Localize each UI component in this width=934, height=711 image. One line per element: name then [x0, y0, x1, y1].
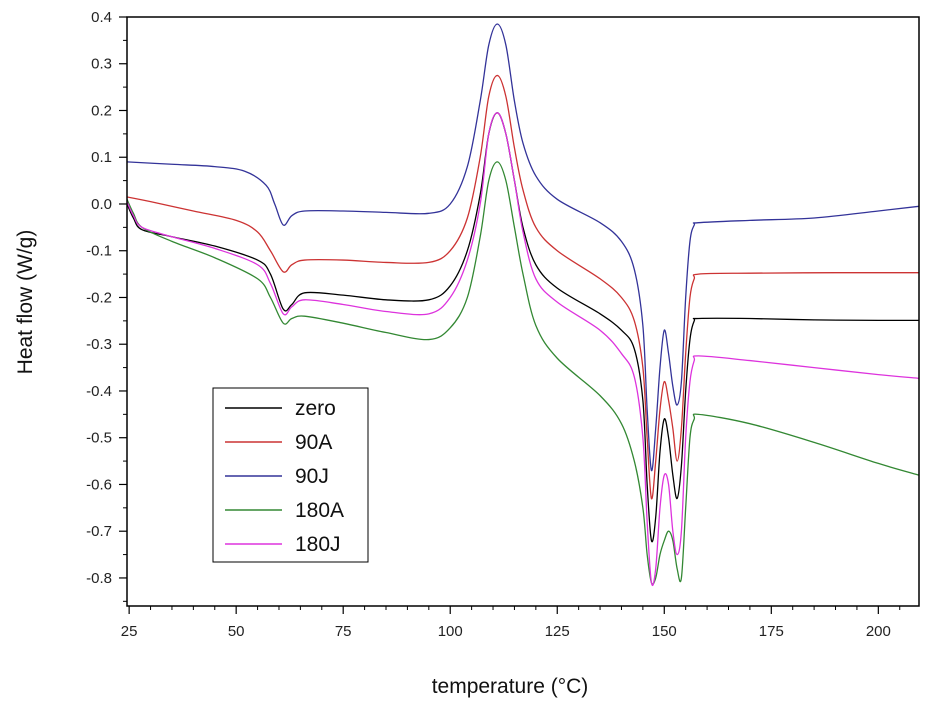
- x-tick-label: 125: [545, 623, 570, 640]
- axis-ticks: [119, 16, 901, 614]
- y-tick-label: 0.2: [91, 102, 112, 119]
- y-tick-label: 0.4: [91, 9, 112, 26]
- y-tick-label: 0.3: [91, 56, 112, 73]
- series-layer: [126, 23, 920, 587]
- tick-labels: 25 50 75 100 125 150 175 200 0.4 0.3 0.2 0.1 0.0 -0.1…: [86, 9, 891, 640]
- legend: zero 90A 90J 180A 180J: [212, 387, 369, 563]
- series-line-180a: [126, 161, 920, 585]
- legend-label-zero: zero: [295, 397, 336, 420]
- legend-entries: zero 90A 90J 180A 180J: [225, 397, 344, 556]
- x-tick-label: 25: [121, 623, 138, 640]
- x-tick-label: 175: [759, 623, 784, 640]
- legend-label-90a: 90A: [295, 431, 332, 454]
- y-tick-label: -0.5: [86, 430, 112, 447]
- series-line-zero: [126, 112, 920, 543]
- y-tick-label: -0.4: [86, 383, 112, 400]
- y-tick-label: -0.2: [86, 289, 112, 306]
- series-line-180j: [126, 112, 920, 587]
- legend-label-180a: 180A: [295, 499, 344, 522]
- x-axis-title: temperature (°C): [432, 675, 589, 698]
- legend-label-90j: 90J: [295, 465, 329, 488]
- x-tick-label: 100: [438, 623, 463, 640]
- legend-label-180j: 180J: [295, 533, 341, 556]
- x-tick-label: 200: [866, 623, 891, 640]
- y-tick-label: -0.1: [86, 243, 112, 260]
- y-axis-title: Heat flow (W/g): [14, 230, 37, 375]
- x-tick-label: 50: [228, 623, 245, 640]
- series-line-90j: [126, 23, 920, 472]
- x-tick-label: 150: [652, 623, 677, 640]
- x-tick-label: 75: [335, 623, 352, 640]
- y-tick-label: -0.8: [86, 570, 112, 587]
- legend-box: [212, 387, 369, 563]
- series-line-90a: [126, 74, 920, 500]
- plot-frame: [126, 16, 920, 607]
- y-tick-label: 0.1: [91, 149, 112, 166]
- y-tick-label: -0.3: [86, 336, 112, 353]
- y-tick-label: 0.0: [91, 196, 112, 213]
- y-tick-label: -0.6: [86, 476, 112, 493]
- y-tick-label: -0.7: [86, 523, 112, 540]
